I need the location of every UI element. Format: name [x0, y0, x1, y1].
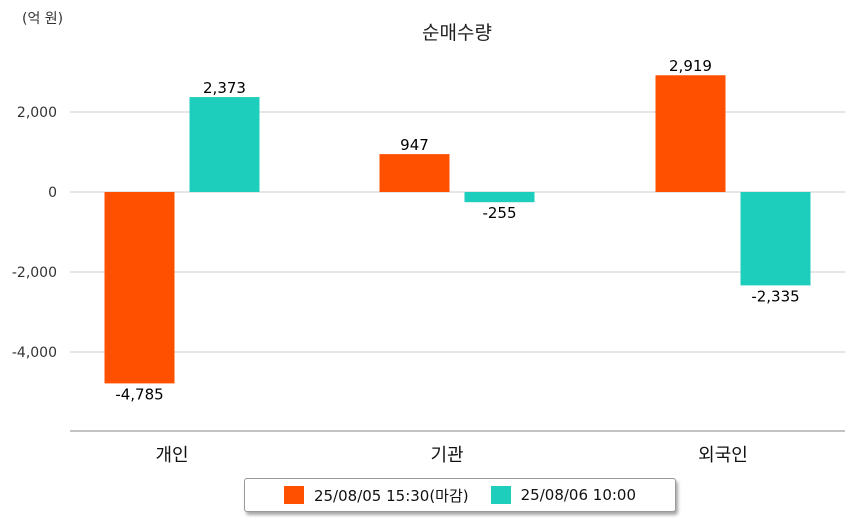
data-label: -255 — [482, 204, 516, 222]
data-label: -2,335 — [751, 287, 799, 305]
bar-chart: 2,000 0 -2,000 -4,000 -4,785 2,373 개인 947 -255 기관… — [12, 57, 845, 466]
y-tick-label: 2,000 — [17, 105, 57, 121]
bar-2-3 — [740, 192, 811, 286]
legend-item-series-2[interactable]: 25/08/06 10:00 — [490, 486, 637, 504]
x-tick-label: 외국인 — [698, 445, 748, 466]
bar-2-2 — [464, 192, 535, 203]
bar-1-1 — [104, 192, 175, 384]
x-tick-label: 개인 — [155, 445, 188, 466]
y-tick-label: -4,000 — [12, 345, 57, 361]
bar-2-1 — [189, 97, 260, 192]
y-tick-label: -2,000 — [12, 265, 57, 281]
chart-title: 순매수량 — [422, 22, 492, 44]
legend[interactable]: 25/08/05 15:30(마감) 25/08/06 10:00 — [244, 478, 676, 512]
legend-swatch-series-2 — [490, 486, 511, 504]
legend-label-series-2: 25/08/06 10:00 — [520, 486, 637, 504]
data-label: 947 — [400, 136, 429, 154]
legend-swatch-series-1 — [283, 486, 304, 504]
data-label: -4,785 — [115, 385, 163, 403]
data-label: 2,919 — [669, 57, 712, 75]
data-label: 2,373 — [203, 79, 246, 97]
legend-item-series-1[interactable]: 25/08/05 15:30(마감) — [283, 485, 469, 506]
legend-label-series-1: 25/08/05 15:30(마감) — [313, 486, 469, 505]
bar-1-2 — [379, 154, 450, 192]
unit-label: (억 원) — [22, 11, 64, 27]
y-tick-label: 0 — [48, 185, 57, 201]
bar-1-3 — [655, 75, 726, 192]
x-tick-label: 기관 — [430, 445, 463, 466]
